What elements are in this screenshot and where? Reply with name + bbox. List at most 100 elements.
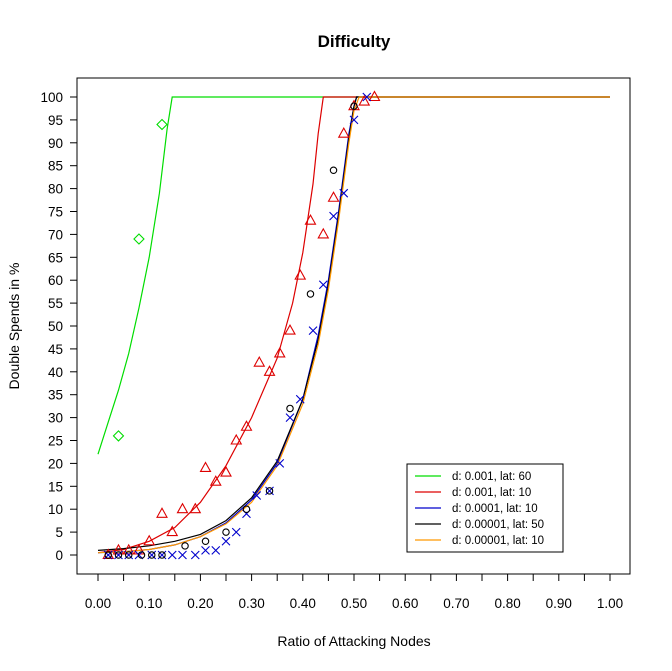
data-point-x	[190, 550, 200, 560]
data-point-x	[211, 546, 221, 555]
y-tick-label: 20	[48, 456, 63, 471]
data-point-circle	[201, 537, 210, 546]
data-point-x	[147, 550, 157, 560]
data-point-triangle	[122, 543, 135, 555]
data-point-circle	[329, 166, 338, 175]
x-tick-label: 0.00	[85, 596, 111, 611]
data-point-triangle	[220, 465, 232, 477]
data-point-x	[275, 459, 285, 468]
x-tick-label: 0.20	[187, 596, 213, 611]
data-point-circle	[158, 551, 166, 559]
data-point-triangle	[358, 94, 371, 106]
data-point-triangle	[304, 214, 317, 225]
x-tick-label: 0.80	[494, 596, 520, 611]
data-point-triangle	[284, 323, 296, 335]
data-point-triangle	[176, 502, 189, 514]
data-point-diamond	[133, 233, 145, 245]
data-point-triangle	[156, 507, 168, 518]
legend-label: d: 0.00001, lat: 10	[452, 535, 544, 547]
legend-label: d: 0.00001, lat: 50	[452, 519, 544, 531]
y-tick-label: 25	[48, 434, 63, 449]
y-tick-label: 85	[48, 159, 63, 174]
x-tick-label: 0.90	[546, 596, 572, 611]
legend: d: 0.001, lat: 60 d: 0.001, lat: 10 d: 0.0…	[406, 463, 564, 553]
data-point-diamond	[156, 118, 168, 131]
y-tick-label: 35	[48, 388, 63, 403]
y-tick-label: 95	[48, 113, 63, 128]
x-tick-label: 0.60	[392, 596, 418, 611]
data-point-circle	[222, 528, 230, 536]
x-tick-label: 0.30	[238, 596, 264, 611]
data-point-circle	[104, 551, 112, 559]
data-point-x	[231, 527, 241, 537]
data-point-circle	[124, 551, 133, 559]
legend-label: d: 0.0001, lat: 10	[452, 503, 538, 515]
x-tick-label: 0.10	[136, 596, 162, 611]
series-curve	[97, 96, 610, 554]
data-point-x	[167, 550, 177, 560]
data-point-x	[265, 486, 274, 496]
data-point-circle	[148, 551, 156, 559]
y-axis-label: Double Spends in %	[6, 263, 22, 390]
data-point-triangle	[240, 420, 253, 431]
data-point-circle	[306, 290, 315, 298]
y-tick-label: 50	[48, 319, 63, 334]
series-curve	[97, 96, 610, 554]
data-point-x	[201, 546, 210, 555]
y-tick-label: 65	[48, 250, 63, 265]
y-tick-label: 90	[48, 136, 63, 151]
data-point-triangle	[368, 90, 381, 102]
x-axis: 0.00 0.10 0.20 0.30 0.40 0.50 0.60 0.70 0.80 0.90…	[85, 573, 623, 611]
y-tick-label: 100	[40, 90, 63, 105]
data-point-triangle	[230, 433, 243, 445]
data-point-x	[157, 550, 167, 560]
data-point-triangle	[143, 534, 156, 546]
data-point-circle	[114, 551, 123, 559]
data-point-x	[362, 92, 372, 102]
y-tick-label: 0	[55, 548, 63, 563]
legend-label: d: 0.001, lat: 60	[452, 471, 531, 483]
data-point-triangle	[253, 356, 266, 367]
data-point-circle	[265, 487, 274, 495]
data-point-x	[349, 115, 359, 125]
data-point-x	[329, 211, 338, 221]
y-tick-label: 70	[48, 227, 63, 242]
x-tick-label: 0.40	[290, 596, 316, 611]
data-point-x	[295, 394, 305, 404]
data-point-x	[221, 536, 231, 546]
data-point-x	[318, 280, 328, 290]
data-point-triangle	[327, 191, 340, 202]
data-point-circle	[350, 102, 358, 110]
data-point-x	[103, 550, 113, 560]
x-tick-label: 1.00	[597, 596, 623, 611]
data-point-triangle	[294, 268, 307, 280]
data-point-triangle	[317, 227, 330, 239]
data-point-triangle	[199, 461, 212, 473]
y-tick-label: 10	[48, 502, 63, 517]
data-point-triangle	[166, 525, 179, 537]
y-tick-label: 5	[55, 525, 63, 540]
y-tick-label: 75	[48, 205, 63, 220]
y-tick-label: 30	[48, 411, 63, 426]
y-tick-label: 15	[48, 479, 63, 494]
data-point-x	[124, 550, 134, 560]
data-point-x	[252, 491, 262, 500]
series-points	[102, 90, 381, 560]
y-tick-label: 55	[48, 296, 63, 311]
data-point-x	[178, 550, 187, 560]
chart-title: Difficulty	[318, 32, 391, 51]
x-tick-label: 0.70	[443, 596, 469, 611]
x-tick-label: 0.50	[341, 596, 367, 611]
data-point-circle	[286, 404, 294, 413]
series-curve	[97, 96, 610, 455]
y-tick-label: 40	[48, 365, 63, 380]
data-point-triangle	[337, 127, 350, 138]
y-tick-label: 60	[48, 273, 63, 288]
data-point-diamond	[112, 430, 125, 442]
data-point-triangle	[189, 502, 202, 514]
data-point-x	[339, 188, 349, 198]
y-tick-label: 45	[48, 342, 63, 357]
data-point-circle	[242, 505, 251, 513]
legend-label: d: 0.001, lat: 10	[452, 487, 531, 499]
data-point-triangle	[209, 475, 222, 486]
